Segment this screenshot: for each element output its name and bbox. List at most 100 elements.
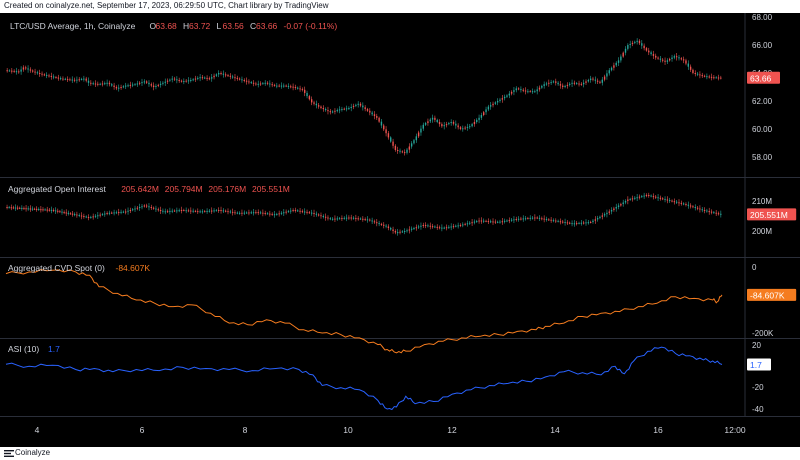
oi-candle xyxy=(352,217,355,219)
price-candle xyxy=(634,41,636,43)
price-candle xyxy=(380,121,383,126)
price-candle xyxy=(166,80,169,82)
oi-candle xyxy=(125,211,127,213)
price-candle xyxy=(492,103,494,106)
oi-candle xyxy=(206,210,208,212)
oi-candle xyxy=(315,213,318,215)
oi-candle xyxy=(19,207,21,209)
price-candle xyxy=(164,81,166,83)
price-candle xyxy=(287,85,290,87)
price-candle xyxy=(636,40,638,42)
oi-candle xyxy=(99,214,101,216)
oi-candle xyxy=(378,223,380,225)
oi-candle xyxy=(59,211,61,213)
price-candle xyxy=(15,71,18,73)
oi-candle xyxy=(208,210,211,212)
oi-candle xyxy=(615,207,617,209)
price-candle xyxy=(496,101,499,103)
oi-candle xyxy=(429,225,431,227)
price-candle xyxy=(624,48,627,53)
oi-candle xyxy=(715,212,717,214)
oi-candle xyxy=(420,225,422,227)
oi-candle xyxy=(557,220,559,222)
price-candle xyxy=(206,77,208,79)
price-candle xyxy=(483,112,485,115)
price-candle xyxy=(111,84,113,86)
oi-candle xyxy=(457,225,459,227)
price-candle xyxy=(629,43,631,45)
price-candle xyxy=(508,93,510,96)
oi-candle xyxy=(538,217,541,219)
oi-candle xyxy=(376,222,378,224)
oi-candle xyxy=(494,221,497,223)
oi-candle xyxy=(215,210,218,212)
price-candle xyxy=(450,122,452,124)
price-candle xyxy=(211,77,213,79)
price-candle xyxy=(599,81,601,83)
price-candle xyxy=(145,81,148,83)
oi-candle xyxy=(241,212,243,214)
oi-candle xyxy=(238,212,241,214)
price-candle xyxy=(431,117,434,120)
oi-axis-tick: 210M xyxy=(752,197,772,206)
oi-candle xyxy=(201,211,204,213)
price-candle xyxy=(673,56,676,58)
oi-candle xyxy=(231,211,234,213)
price-candle xyxy=(108,82,111,85)
price-candle xyxy=(45,74,48,76)
price-candle xyxy=(238,78,241,80)
coinalyze-brand[interactable]: Coinalyze xyxy=(15,448,51,457)
oi-candle xyxy=(520,218,522,220)
oi-candle xyxy=(513,219,515,221)
oi-candle xyxy=(522,218,524,220)
price-candle xyxy=(362,105,364,108)
oi-candle xyxy=(675,201,678,203)
oi-candle xyxy=(413,228,415,229)
ohlc-value: 63.72 xyxy=(189,21,211,31)
oi-candle xyxy=(248,212,250,214)
price-candle xyxy=(18,71,20,73)
oi-candle xyxy=(527,218,529,220)
asi-axis-tick: -40 xyxy=(752,405,764,414)
price-candle xyxy=(62,78,64,80)
price-candle xyxy=(515,88,517,91)
price-candle xyxy=(506,95,508,97)
ohlc-value: 63.56 xyxy=(223,21,245,31)
oi-candle xyxy=(555,220,557,222)
time-axis-tick: 10 xyxy=(343,425,353,435)
price-candle xyxy=(401,151,404,153)
oi-candle xyxy=(27,208,29,210)
price-candle xyxy=(478,117,480,120)
price-candle xyxy=(448,123,450,125)
oi-pane: 210M 200M 205.551M xyxy=(6,192,797,236)
chart-canvas[interactable]: 68.0066.0064.0062.0060.0058.0063.66210M2… xyxy=(0,13,800,447)
oi-candle xyxy=(380,223,383,225)
oi-candle xyxy=(578,222,580,224)
oi-candle xyxy=(496,221,499,223)
oi-candle xyxy=(150,207,152,208)
ohlc-key-L: L xyxy=(217,21,222,31)
price-candle xyxy=(27,68,29,70)
oi-candle xyxy=(689,205,692,207)
oi-candle xyxy=(652,196,655,198)
price-last-value-box xyxy=(747,71,780,84)
oi-candle xyxy=(573,223,576,225)
price-candle xyxy=(529,91,531,93)
coinalyze-logo-icon[interactable] xyxy=(4,450,14,457)
oi-candle xyxy=(680,202,683,204)
oi-candle xyxy=(152,207,155,209)
price-candle xyxy=(234,77,236,79)
oi-candle xyxy=(501,221,504,223)
oi-candle xyxy=(492,221,494,223)
price-candle xyxy=(129,84,132,86)
oi-candle xyxy=(459,225,462,226)
oi-candle xyxy=(408,229,411,231)
ohlc-value: 63.68 xyxy=(156,21,178,31)
oi-candle xyxy=(131,209,134,211)
oi-candle xyxy=(706,210,708,212)
price-candle xyxy=(185,80,187,82)
oi-candle xyxy=(641,196,643,198)
cvd-series-line xyxy=(5,268,723,354)
oi-candle xyxy=(587,222,590,224)
price-candle xyxy=(715,77,717,79)
